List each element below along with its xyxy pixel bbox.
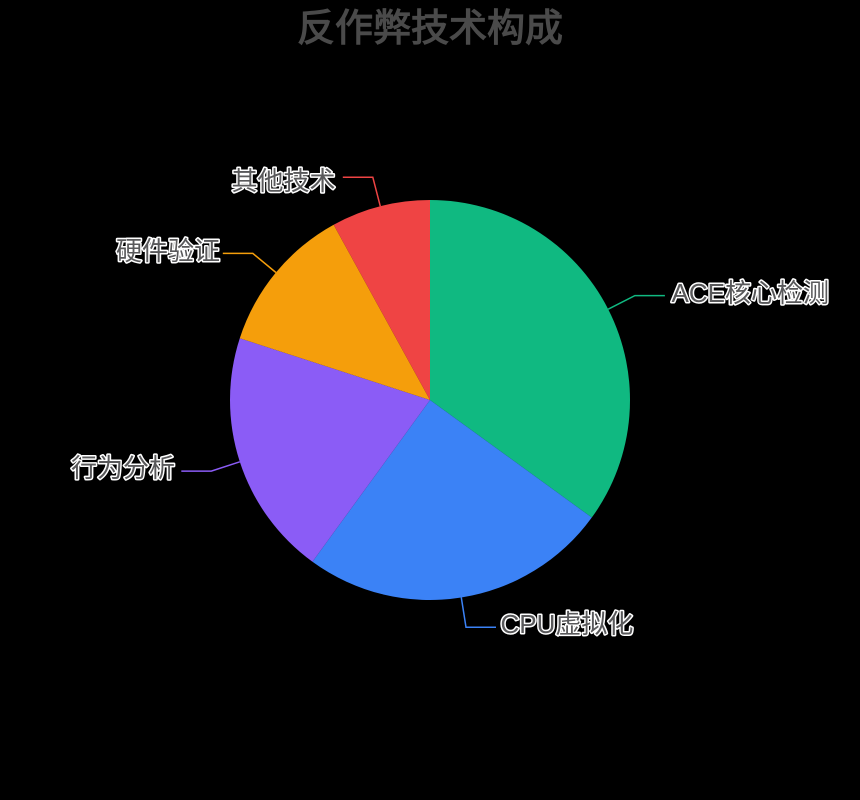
svg-text:硬件验证: 硬件验证	[116, 236, 220, 266]
svg-text:其他技术: 其他技术	[231, 166, 335, 196]
svg-text:行为分析: 行为分析	[71, 453, 175, 483]
svg-text:CPU虚拟化: CPU虚拟化	[501, 609, 634, 639]
svg-text:ACE核心检测: ACE核心检测	[672, 278, 829, 308]
